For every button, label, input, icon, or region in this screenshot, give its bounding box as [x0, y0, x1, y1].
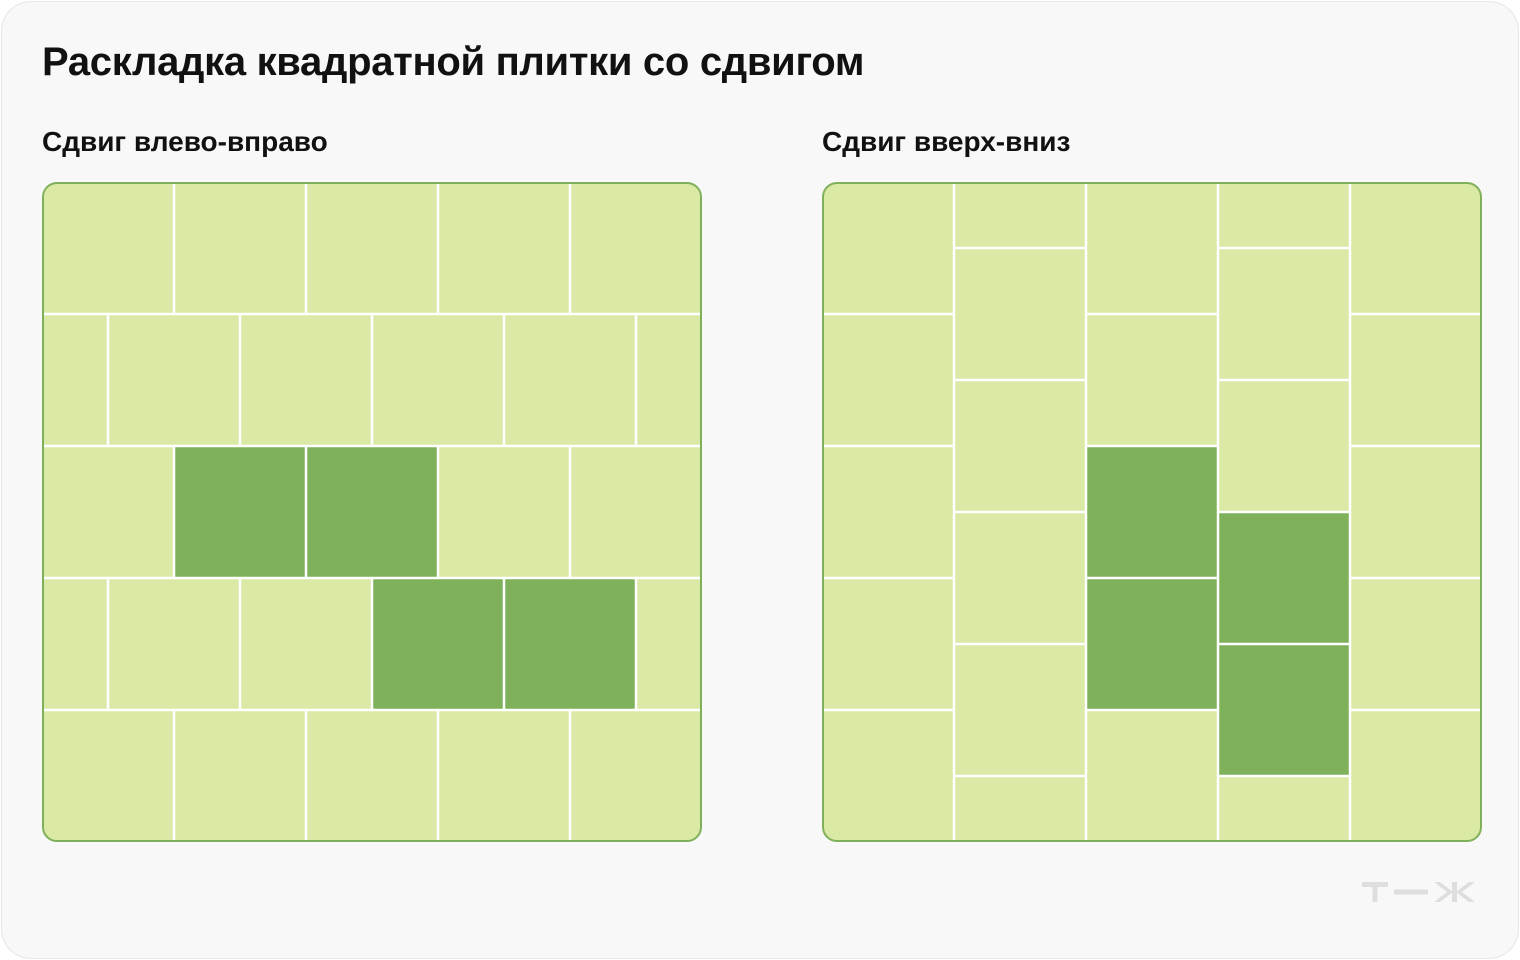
panel-border: [42, 182, 702, 842]
tile: [1087, 711, 1217, 841]
tile: [955, 381, 1085, 511]
tile: [955, 645, 1085, 775]
tile: [1351, 183, 1481, 313]
horizontal-offset-tiling-diagram: [42, 182, 702, 842]
highlighted-tile: [505, 579, 635, 709]
tile: [109, 315, 239, 445]
tile: [505, 315, 635, 445]
tile: [43, 183, 173, 313]
tile: [955, 513, 1085, 643]
highlighted-tile: [1219, 513, 1349, 643]
tile: [175, 183, 305, 313]
tile: [1351, 579, 1481, 709]
tile: [823, 579, 953, 709]
tile: [571, 447, 701, 577]
logo-dash: [1394, 889, 1428, 895]
logo-letter-t-stem: [1372, 882, 1378, 902]
highlighted-tile: [1087, 579, 1217, 709]
tile: [955, 777, 1085, 841]
logo-letter-zh-left: [1434, 882, 1453, 902]
tile: [1351, 447, 1481, 577]
panel-border: [822, 182, 1482, 842]
tile: [571, 183, 701, 313]
tile: [955, 249, 1085, 379]
tile: [637, 579, 701, 709]
tile: [1351, 315, 1481, 445]
right-panel-label: Сдвиг вверх-вниз: [822, 126, 1071, 157]
page-title: Раскладка квадратной плитки со сдвигом: [42, 40, 865, 84]
vertical-offset-tiling: [822, 182, 1482, 842]
tile: [43, 711, 173, 841]
tile: [1087, 315, 1217, 445]
tile: [823, 183, 953, 313]
tile: [1219, 777, 1349, 841]
highlighted-tile: [373, 579, 503, 709]
tile: [43, 315, 107, 445]
highlighted-tile: [175, 447, 305, 577]
tile: [43, 447, 173, 577]
tzh-logo-icon: [1360, 874, 1482, 910]
highlighted-tile: [307, 447, 437, 577]
tile: [43, 579, 107, 709]
logo-letter-zh-stem: [1452, 882, 1457, 902]
tile: [439, 183, 569, 313]
tile: [1087, 183, 1217, 313]
vertical-offset-tiling-diagram: [822, 182, 1482, 842]
tile: [571, 711, 701, 841]
tile: [955, 183, 1085, 247]
tile: [1219, 183, 1349, 247]
tile: [439, 711, 569, 841]
tile: [373, 315, 503, 445]
tile: [109, 579, 239, 709]
tile: [175, 711, 305, 841]
logo-letter-zh-right: [1456, 882, 1475, 902]
horizontal-offset-tiling: [42, 182, 702, 842]
tile: [241, 315, 371, 445]
tile: [241, 579, 371, 709]
tile: [823, 315, 953, 445]
tile: [307, 711, 437, 841]
tile: [637, 315, 701, 445]
tile: [823, 711, 953, 841]
tile: [823, 447, 953, 577]
tile: [1219, 381, 1349, 511]
tile: [307, 183, 437, 313]
highlighted-tile: [1087, 447, 1217, 577]
tile: [439, 447, 569, 577]
tile: [1351, 711, 1481, 841]
tile: [1219, 249, 1349, 379]
highlighted-tile: [1219, 645, 1349, 775]
left-panel-label: Сдвиг влево-вправо: [42, 126, 328, 157]
